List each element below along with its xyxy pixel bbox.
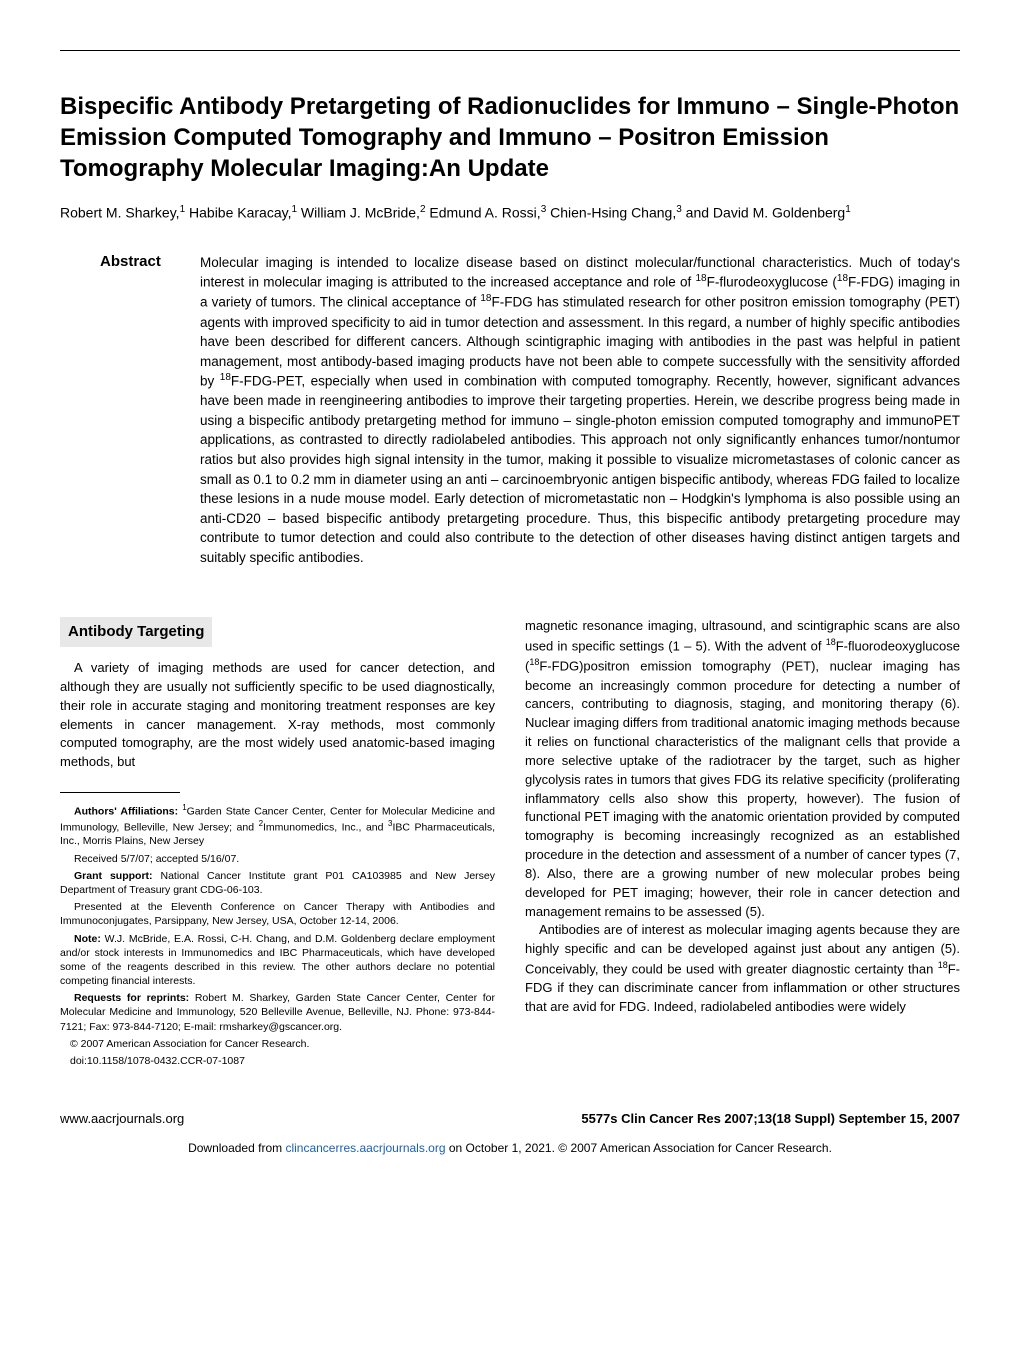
- download-suffix: on October 1, 2021. © 2007 American Asso…: [446, 1141, 832, 1155]
- footer-url: www.aacrjournals.org: [60, 1111, 184, 1126]
- section-header: Antibody Targeting: [60, 617, 212, 647]
- column-left: Antibody Targeting A variety of imaging …: [60, 617, 495, 1071]
- footnote-reprints: Requests for reprints: Robert M. Sharkey…: [60, 991, 495, 1034]
- body-paragraph: A variety of imaging methods are used fo…: [60, 659, 495, 772]
- footer-citation: 5577s Clin Cancer Res 2007;13(18 Suppl) …: [581, 1111, 960, 1126]
- footnote-grant: Grant support: National Cancer Institute…: [60, 869, 495, 897]
- column-right: magnetic resonance imaging, ultrasound, …: [525, 617, 960, 1071]
- footnote-received: Received 5/7/07; accepted 5/16/07.: [60, 852, 495, 866]
- abstract-block: Abstract Molecular imaging is intended t…: [60, 253, 960, 568]
- footnote-rule: [60, 792, 180, 793]
- article-title: Bispecific Antibody Pretargeting of Radi…: [60, 91, 960, 185]
- download-line: Downloaded from clincancerres.aacrjourna…: [60, 1141, 960, 1155]
- top-rule: [60, 50, 960, 51]
- abstract-text: Molecular imaging is intended to localiz…: [200, 253, 960, 568]
- footnote-affiliations: Authors' Affiliations: 1Garden State Can…: [60, 803, 495, 849]
- download-link[interactable]: clincancerres.aacrjournals.org: [285, 1141, 445, 1155]
- footnote-doi: doi:10.1158/1078-0432.CCR-07-1087: [60, 1054, 495, 1068]
- body-paragraph: magnetic resonance imaging, ultrasound, …: [525, 617, 960, 921]
- body-columns: Antibody Targeting A variety of imaging …: [60, 617, 960, 1071]
- abstract-label: Abstract: [100, 253, 200, 568]
- download-prefix: Downloaded from: [188, 1141, 285, 1155]
- footnote-presented: Presented at the Eleventh Conference on …: [60, 900, 495, 928]
- footnote-note: Note: W.J. McBride, E.A. Rossi, C-H. Cha…: [60, 932, 495, 989]
- page-footer: www.aacrjournals.org 5577s Clin Cancer R…: [60, 1111, 960, 1126]
- footnotes: Authors' Affiliations: 1Garden State Can…: [60, 803, 495, 1068]
- authors-line: Robert M. Sharkey,1 Habibe Karacay,1 Wil…: [60, 203, 960, 223]
- footnote-copyright: © 2007 American Association for Cancer R…: [60, 1037, 495, 1051]
- body-paragraph: Antibodies are of interest as molecular …: [525, 921, 960, 1017]
